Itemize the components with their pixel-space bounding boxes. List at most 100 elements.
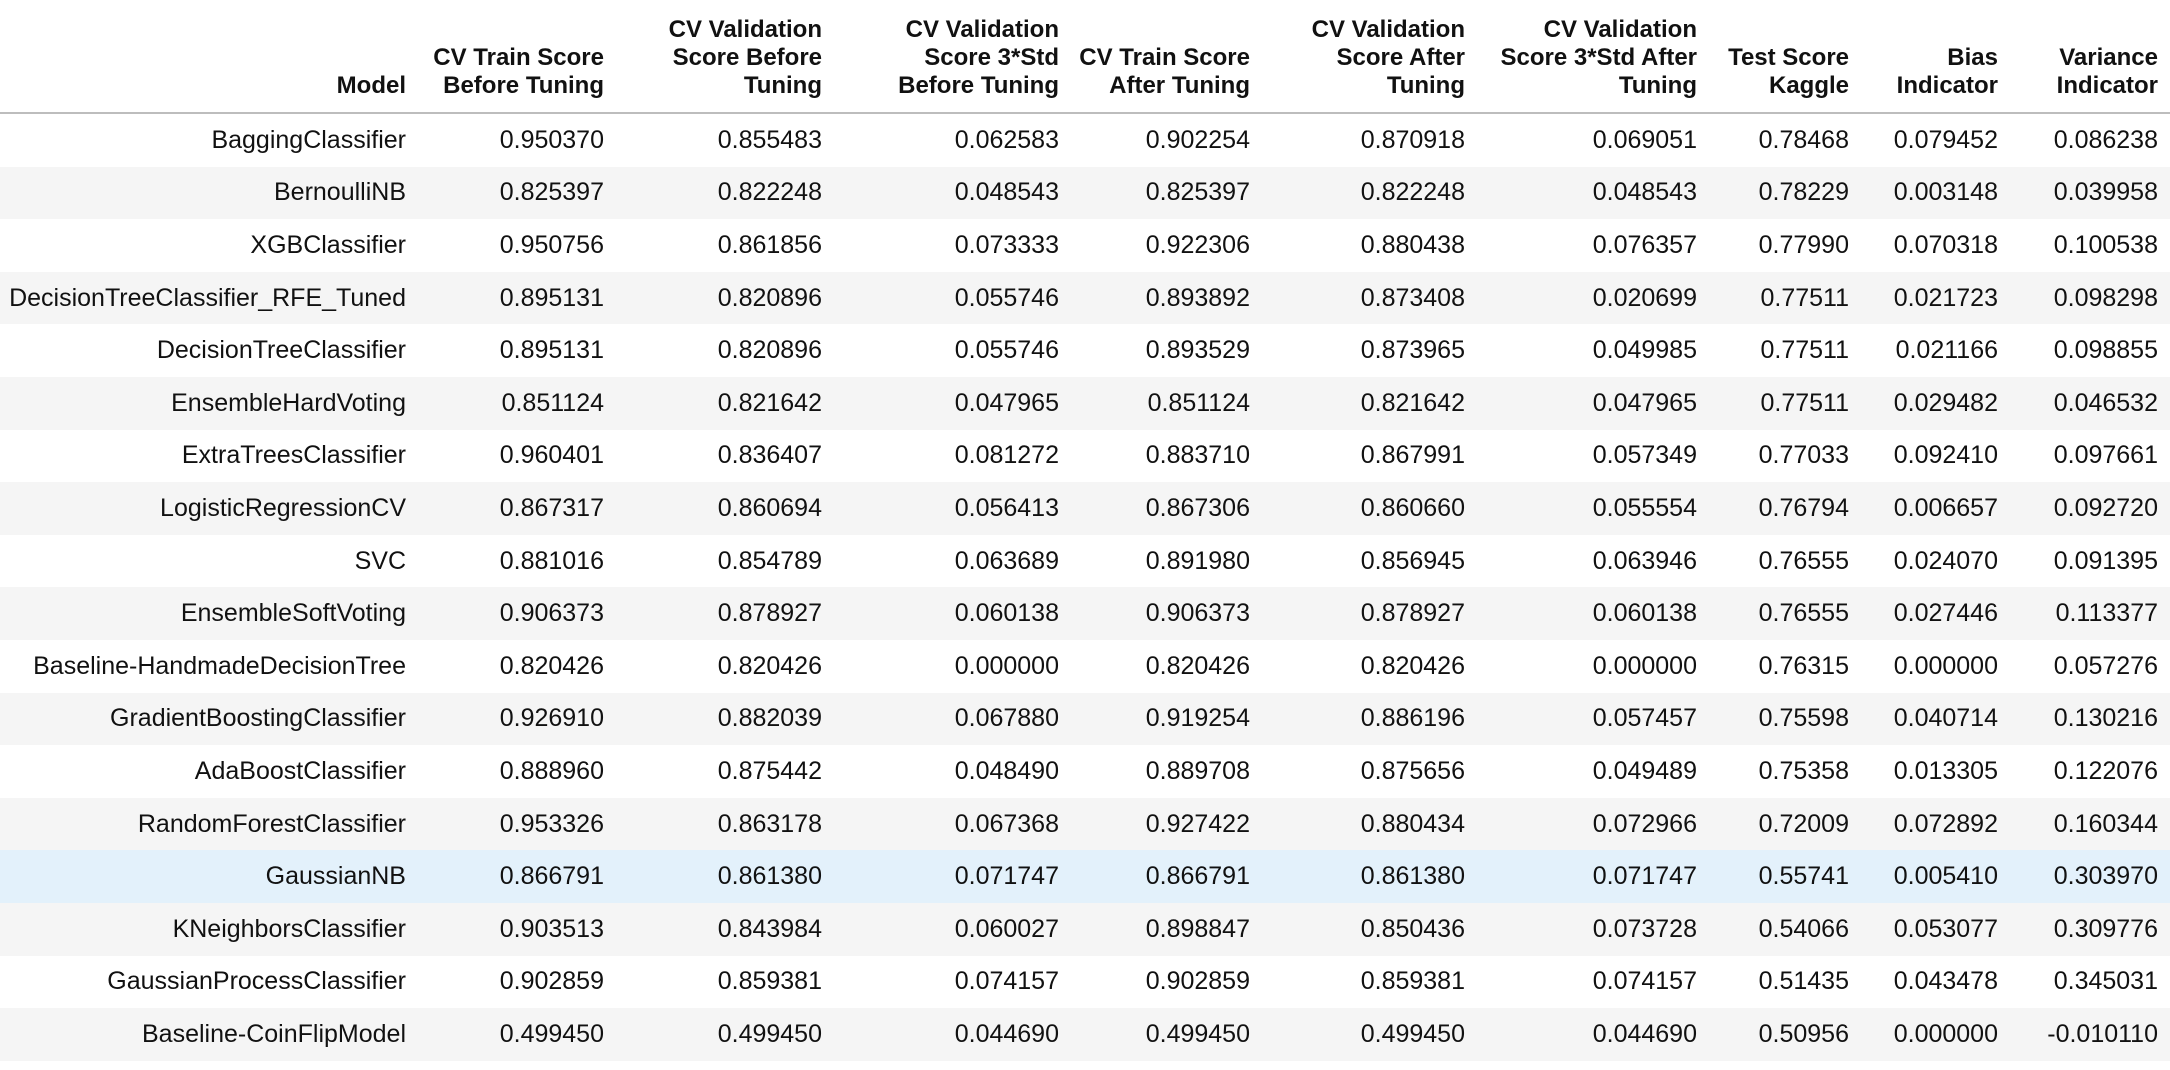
table-row: Baseline-HandmadeDecisionTree 0.820426 0.8… [0,640,2170,693]
score-cell: 0.029482 [1861,376,2010,430]
table-row: LogisticRegressionCV 0.867317 0.860694 0.05… [0,482,2170,535]
score-cell: 0.063689 [954,546,1059,575]
score-cell: 0.843984 [616,902,834,956]
model-name-cell: DecisionTreeClassifier_RFE_Tuned [0,271,418,325]
table-row: GradientBoostingClassifier 0.926910 0.8820… [0,692,2170,746]
score-cell: 0.76555 [1709,587,1861,640]
score-cell: 0.076357 [1592,230,1697,259]
score-cell: 0.950370 [499,125,604,154]
score-cell: 0.821642 [616,376,834,430]
score-cell: 0.878927 [616,587,834,640]
score-cell: 0.060138 [1477,587,1709,640]
score-cell: 0.130216 [2010,692,2170,746]
score-cell: 0.861380 [1262,850,1477,903]
score-cell: 0.499450 [1262,1008,1477,1061]
score-cell: 0.027446 [1861,587,2010,640]
table-row: BernoulliNB 0.825397 0.822248 0.048543 0.825… [0,166,2170,220]
table-row: DecisionTreeClassifier 0.895131 0.820896 0.… [0,324,2170,377]
score-cell: 0.097661 [2053,441,2158,470]
score-cell: 0.081272 [954,441,1059,470]
score-cell: 0.044690 [834,1008,1071,1061]
model-name-cell: BaggingClassifier [211,125,406,154]
score-cell: 0.071747 [1477,850,1709,903]
table-row: GaussianNB 0.866791 0.861380 0.071747 0.8667… [0,850,2170,903]
table-row: EnsembleHardVoting 0.851124 0.821642 0.0479… [0,376,2170,430]
table-row: KNeighborsClassifier 0.903513 0.843984 0.06… [0,902,2170,956]
score-cell: 0.860694 [616,482,834,535]
score-cell: 0.063946 [1592,546,1697,575]
table-row: XGBClassifier 0.950756 0.861856 0.073333 0.9… [0,219,2170,272]
score-cell: 0.76315 [1758,651,1849,680]
score-cell: 0.77990 [1758,230,1849,259]
score-cell: 0.092720 [2010,482,2170,535]
column-header: CV Train Score After Tuning [1071,0,1262,114]
column-header: CV Train Score Before Tuning [418,0,616,114]
score-cell: 0.77511 [1760,336,1849,365]
score-cell: 0.895131 [418,271,616,325]
score-cell: 0.062583 [954,125,1059,154]
score-cell: 0.055746 [954,336,1059,365]
score-cell: 0.825397 [1071,166,1262,220]
score-cell: 0.895131 [499,336,604,365]
table-row: EnsembleSoftVoting 0.906373 0.878927 0.0601… [0,587,2170,640]
model-name-cell: ExtraTreesClassifier [181,441,406,470]
score-cell: 0.072966 [1477,797,1709,851]
table-header: Model CV Train Score Before Tuning CV Vali… [0,0,2170,114]
score-cell: 0.76794 [1709,482,1861,535]
score-cell: 0.836407 [717,441,822,470]
model-name-cell: RandomForestClassifier [0,797,418,851]
score-cell: 0.950756 [499,230,604,259]
score-cell: 0.069051 [1592,125,1697,154]
table-row: RandomForestClassifier 0.953326 0.863178 0.… [0,797,2170,851]
score-cell: 0.875656 [1360,756,1465,785]
score-cell: 0.870918 [1360,125,1465,154]
score-cell: 0.113377 [2010,587,2170,640]
score-cell: 0.100538 [2053,230,2158,259]
score-cell: 0.50956 [1709,1008,1861,1061]
score-cell: 0.021723 [1861,271,2010,325]
column-header: CV Validation Score After Tuning [1262,0,1477,114]
column-header: Model [0,0,418,114]
score-cell: 0.903513 [418,902,616,956]
score-cell: 0.821642 [1262,376,1477,430]
score-cell: 0.046532 [2010,376,2170,430]
table-row: DecisionTreeClassifier_RFE_Tuned 0.895131… [0,271,2170,325]
score-cell: 0.048543 [1477,166,1709,220]
score-cell: 0.073333 [954,230,1059,259]
score-cell: 0.77033 [1758,441,1849,470]
score-cell: 0.854789 [717,546,822,575]
score-cell: 0.820896 [616,271,834,325]
score-cell: 0.851124 [1071,376,1262,430]
score-cell: -0.010110 [2010,1008,2170,1061]
score-cell: 0.067880 [834,692,1071,746]
score-cell: 0.822248 [616,166,834,220]
table-row: SVC 0.881016 0.854789 0.063689 0.891980 0.856… [0,535,2170,588]
score-cell: 0.860660 [1262,482,1477,535]
score-cell: 0.098855 [2053,336,2158,365]
score-cell: 0.000000 [1592,651,1697,680]
score-cell: 0.000000 [1861,1008,2010,1061]
model-name-cell: GaussianNB [0,850,418,903]
score-cell: 0.024070 [1893,546,1998,575]
score-cell: 0.047965 [1477,376,1709,430]
score-cell: 0.54066 [1709,902,1861,956]
score-cell: 0.021166 [1895,336,1998,365]
score-cell: 0.878927 [1262,587,1477,640]
score-cell: 0.882039 [616,692,834,746]
score-cell: 0.820426 [1360,651,1465,680]
score-cell: 0.919254 [1071,692,1262,746]
score-cell: 0.005410 [1861,850,2010,903]
score-cell: 0.856945 [1360,546,1465,575]
score-cell: 0.859381 [717,967,822,996]
score-cell: 0.006657 [1861,482,2010,535]
score-cell: 0.499450 [616,1008,834,1061]
score-cell: 0.893529 [1145,336,1250,365]
score-cell: 0.820426 [717,651,822,680]
score-cell: 0.055746 [834,271,1071,325]
score-cell: 0.098298 [2010,271,2170,325]
score-cell: 0.926910 [418,692,616,746]
model-name-cell: GaussianProcessClassifier [107,967,406,996]
score-cell: 0.867991 [1360,441,1465,470]
score-cell: 0.057276 [2053,651,2158,680]
table-row: GaussianProcessClassifier 0.902859 0.85938… [0,956,2170,1009]
